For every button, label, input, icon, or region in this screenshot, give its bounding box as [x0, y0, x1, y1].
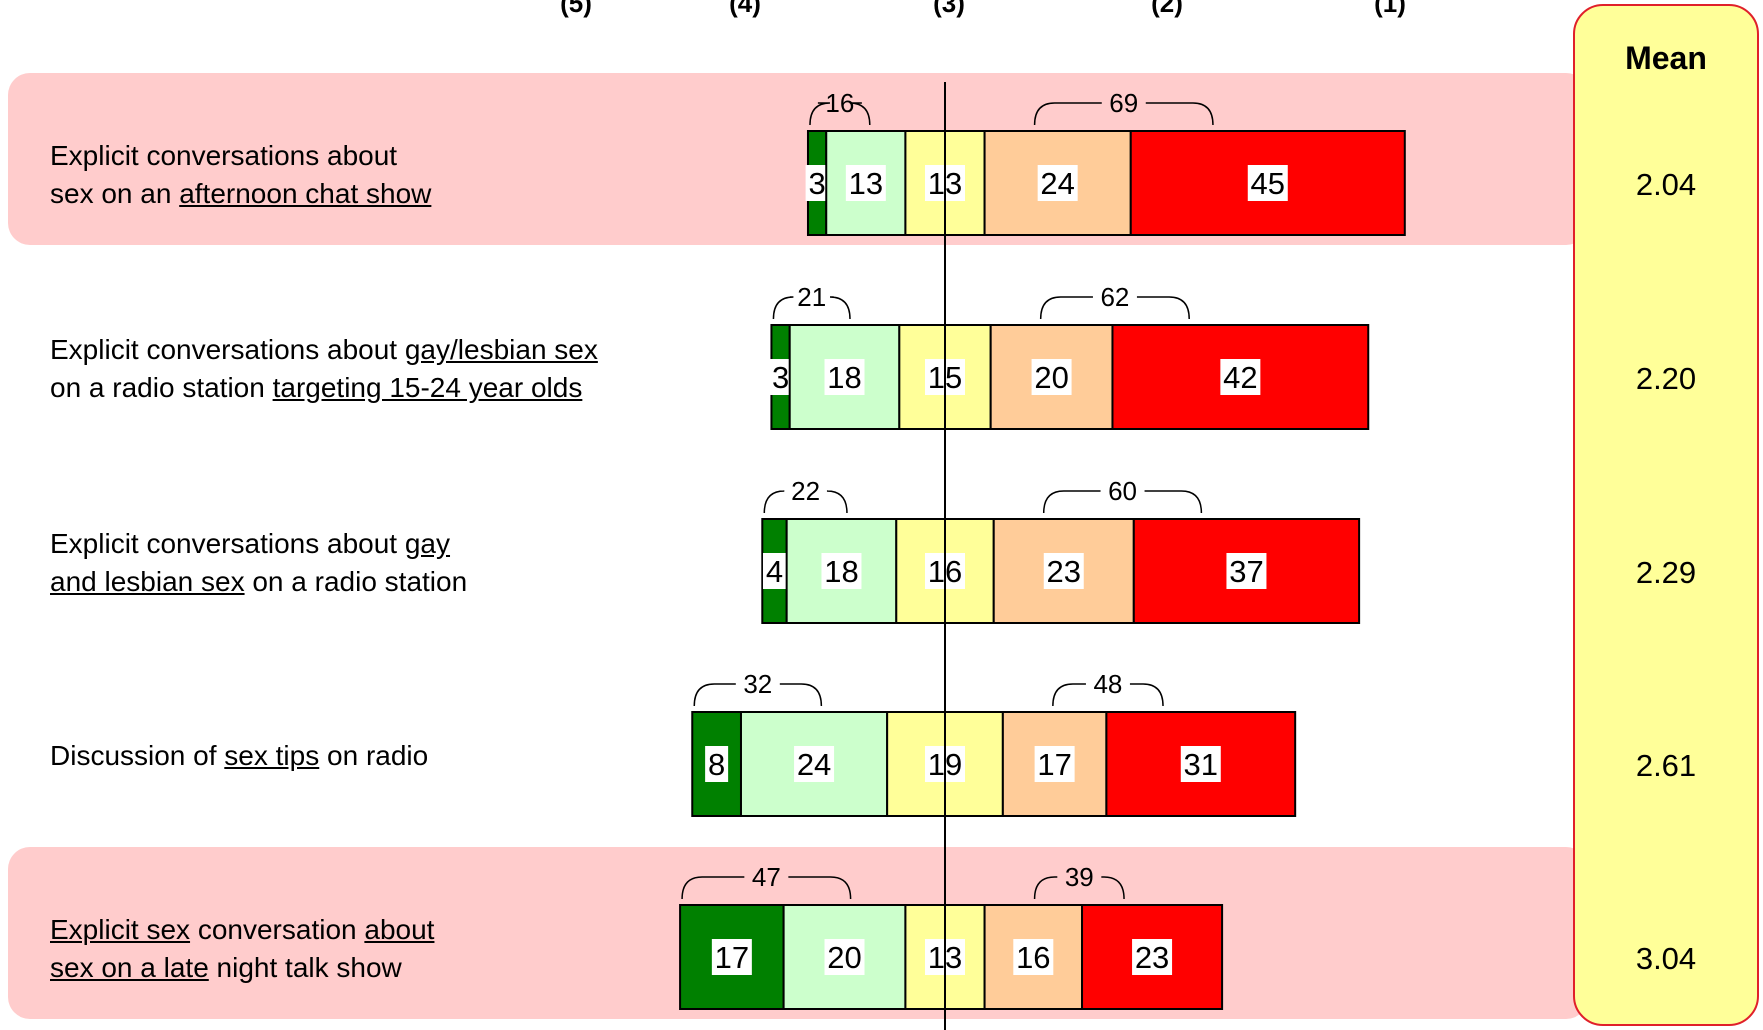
mean-value: 2.04 — [1635, 167, 1697, 202]
data-label-bg — [769, 359, 793, 395]
data-label-bg — [824, 939, 865, 975]
data-label: 45 — [1251, 166, 1285, 201]
data-label-bg — [1247, 165, 1288, 201]
row-label: Explicit sex conversation about sex on a … — [50, 914, 435, 983]
data-label: 17 — [1037, 747, 1071, 782]
bar-segment — [1111, 324, 1370, 430]
scale-label: (1) — [1374, 0, 1406, 18]
data-label: 18 — [824, 554, 858, 589]
data-label-bg — [1220, 359, 1261, 395]
row-label: Explicit conversations about gay/lesbian… — [50, 334, 598, 403]
data-label: 23 — [1135, 940, 1169, 975]
scale-label: (4) — [729, 0, 761, 18]
data-label: 13 — [849, 166, 883, 201]
bracket-bottom2 — [1039, 296, 1190, 320]
scale-label: (3) — [933, 0, 965, 18]
data-label-bg — [762, 553, 786, 589]
data-label-bg — [705, 746, 729, 782]
bracket-bottom2 — [1052, 683, 1164, 707]
data-label: 23 — [1047, 554, 1081, 589]
mean-value: 3.04 — [1635, 941, 1697, 976]
data-label-bg — [845, 165, 886, 201]
data-label-bg — [711, 939, 752, 975]
mean-value: 2.20 — [1635, 361, 1697, 396]
data-label: 8 — [708, 747, 725, 782]
data-label-bg — [824, 359, 865, 395]
row-label: Explicit conversations about gay and lesb… — [50, 528, 468, 597]
mean-value: 2.61 — [1635, 748, 1697, 783]
data-label: 31 — [1184, 747, 1218, 782]
data-label: 20 — [1034, 360, 1068, 395]
bracket-label-bottom2: 39 — [1065, 862, 1094, 892]
row-label: Discussion of sex tips on radio — [50, 740, 429, 771]
mean-panel: Mean 2.04 2.20 2.29 2.61 3.04 — [1573, 4, 1759, 1026]
data-label: 3 — [772, 360, 789, 395]
data-label-bg — [821, 553, 862, 589]
data-label-bg — [1037, 165, 1078, 201]
bracket-bottom2 — [1042, 490, 1203, 514]
bracket-label-top2: 47 — [752, 862, 781, 892]
data-label-bg — [794, 746, 835, 782]
data-label-bg — [805, 165, 829, 201]
bracket-label-top2: 21 — [797, 282, 826, 312]
data-label: 3 — [808, 166, 825, 201]
data-label-bg — [1013, 939, 1054, 975]
data-label: 24 — [1040, 166, 1074, 201]
bracket-bottom2 — [1033, 102, 1214, 126]
mean-value: 2.29 — [1635, 555, 1697, 590]
scale-label: (5) — [560, 0, 592, 18]
bracket-label-bottom2: 62 — [1100, 282, 1129, 312]
data-label-bg — [1226, 553, 1267, 589]
bracket-label-bottom2: 69 — [1109, 88, 1138, 118]
mean-header: Mean — [1625, 40, 1707, 76]
bracket-top2 — [809, 102, 871, 126]
data-label-bg — [1031, 359, 1072, 395]
data-label: 20 — [827, 940, 861, 975]
data-label-bg — [1180, 746, 1221, 782]
bracket-label-top2: 32 — [743, 669, 772, 699]
data-label: 16 — [1016, 940, 1050, 975]
data-label: 42 — [1223, 360, 1257, 395]
data-label-bg — [1034, 746, 1075, 782]
data-label-bg — [1132, 939, 1173, 975]
row-label: Explicit conversations about sex on an af… — [50, 140, 432, 209]
bracket-label-bottom2: 60 — [1108, 476, 1137, 506]
bracket-label-top2: 22 — [791, 476, 820, 506]
data-label: 24 — [797, 747, 831, 782]
data-label-bg — [1043, 553, 1084, 589]
data-label: 18 — [827, 360, 861, 395]
bracket-top2 — [772, 296, 851, 320]
data-label: 17 — [715, 940, 749, 975]
data-label: 4 — [766, 554, 783, 589]
bracket-label-bottom2: 48 — [1093, 669, 1122, 699]
bracket-top2 — [681, 876, 852, 900]
scale-label: (2) — [1151, 0, 1183, 18]
bracket-top2 — [693, 683, 823, 707]
bracket-bottom2 — [1033, 876, 1125, 900]
data-label: 37 — [1229, 554, 1263, 589]
bar-segment — [788, 324, 901, 430]
bracket-top2 — [763, 490, 848, 514]
bracket-label-top2: 16 — [825, 88, 854, 118]
